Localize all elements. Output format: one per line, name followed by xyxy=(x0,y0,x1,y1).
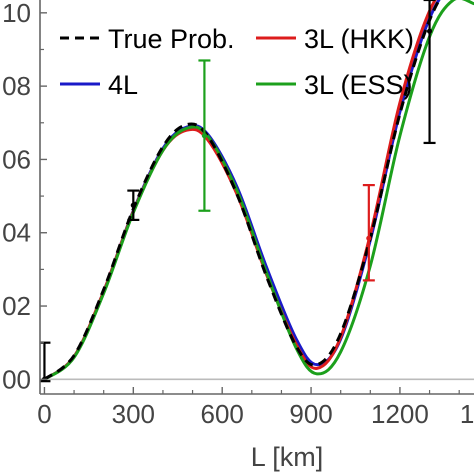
y-tick-label-3: 0.06 xyxy=(0,144,31,174)
axes: 0.00 0.02 0.04 0.06 0.08 0.10 0 300 600 900 1200 15… xyxy=(0,0,474,429)
x-tick-label-1: 300 xyxy=(112,399,155,429)
legend: True Prob. 4L 3L (HKK) 3L (ESS) xyxy=(60,24,414,100)
error-bar-point-2 xyxy=(201,133,208,139)
error-bar-point-4 xyxy=(426,28,433,34)
error-bar-point-1 xyxy=(130,202,136,208)
series-line-four-l xyxy=(42,0,441,381)
series-line-true-prob xyxy=(43,0,441,381)
series-line-hkk xyxy=(42,0,437,381)
legend-label-true-prob: True Prob. xyxy=(108,24,235,54)
x-tick-label-5: 1500 xyxy=(460,399,474,429)
error-bar-point-3 xyxy=(366,235,372,241)
y-tick-label-1: 0.02 xyxy=(0,291,31,321)
series-line-ess xyxy=(42,0,474,381)
x-tick-label-4: 1200 xyxy=(371,399,429,429)
x-tick-label-2: 600 xyxy=(200,399,243,429)
x-axis-title: L [km] xyxy=(251,442,324,472)
y-tick-label-4: 0.08 xyxy=(0,71,31,101)
y-tick-label-2: 0.04 xyxy=(0,218,31,248)
legend-label-ess: 3L (ESS) xyxy=(304,70,413,100)
y-tick-label-0: 0.00 xyxy=(0,364,31,394)
legend-label-four-l: 4L xyxy=(108,70,138,100)
legend-label-hkk: 3L (HKK) xyxy=(304,24,414,54)
x-tick-label-0: 0 xyxy=(37,399,51,429)
y-tick-label-5: 0.10 xyxy=(0,0,31,28)
plot-area xyxy=(40,0,474,383)
x-tick-label-3: 900 xyxy=(289,399,332,429)
